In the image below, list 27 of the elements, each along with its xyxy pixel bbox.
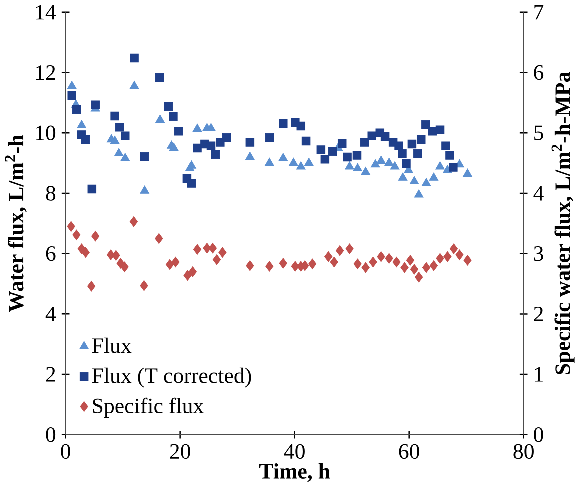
y-tick-label: 0	[46, 427, 56, 442]
y2-tick-label: 0	[534, 427, 544, 442]
y-tick-label: 10	[36, 126, 56, 140]
y-axis-title: Water flux, L/m$^{2}$-h	[5, 134, 27, 312]
y2-tick-label: 6	[534, 65, 544, 80]
y2-tick-label: 2	[534, 306, 544, 322]
y2-tick-label: 5	[534, 126, 544, 140]
x-tick-label: 40	[284, 444, 305, 459]
y-tick-label: 2	[46, 367, 56, 382]
y2-tick-label: 4	[534, 186, 544, 201]
y-tick-label: 4	[46, 306, 56, 322]
x-tick-label: 80	[514, 444, 534, 459]
y2-axis-title: Specific water flux, L/m$^{2}$-h-MPa	[552, 72, 575, 374]
legend-label: Flux (T corrected)	[92, 368, 252, 388]
x-tick-label: 60	[399, 444, 420, 459]
legend-label: Specific flux	[93, 398, 204, 418]
x-tick-label: 20	[170, 444, 190, 459]
y2-tick-label: 7	[534, 5, 544, 20]
y2-tick-label: 3	[534, 246, 544, 262]
legend-label: Flux	[92, 338, 132, 354]
y-tick-label: 6	[46, 246, 56, 262]
y-tick-label: 12	[36, 65, 56, 80]
y2-tick-label: 1	[535, 367, 543, 382]
y-tick-label: 14	[36, 5, 56, 20]
x-tick-label: 0	[61, 444, 70, 459]
y-tick-label: 8	[46, 186, 56, 201]
x-axis-title: Time, h	[260, 463, 330, 482]
